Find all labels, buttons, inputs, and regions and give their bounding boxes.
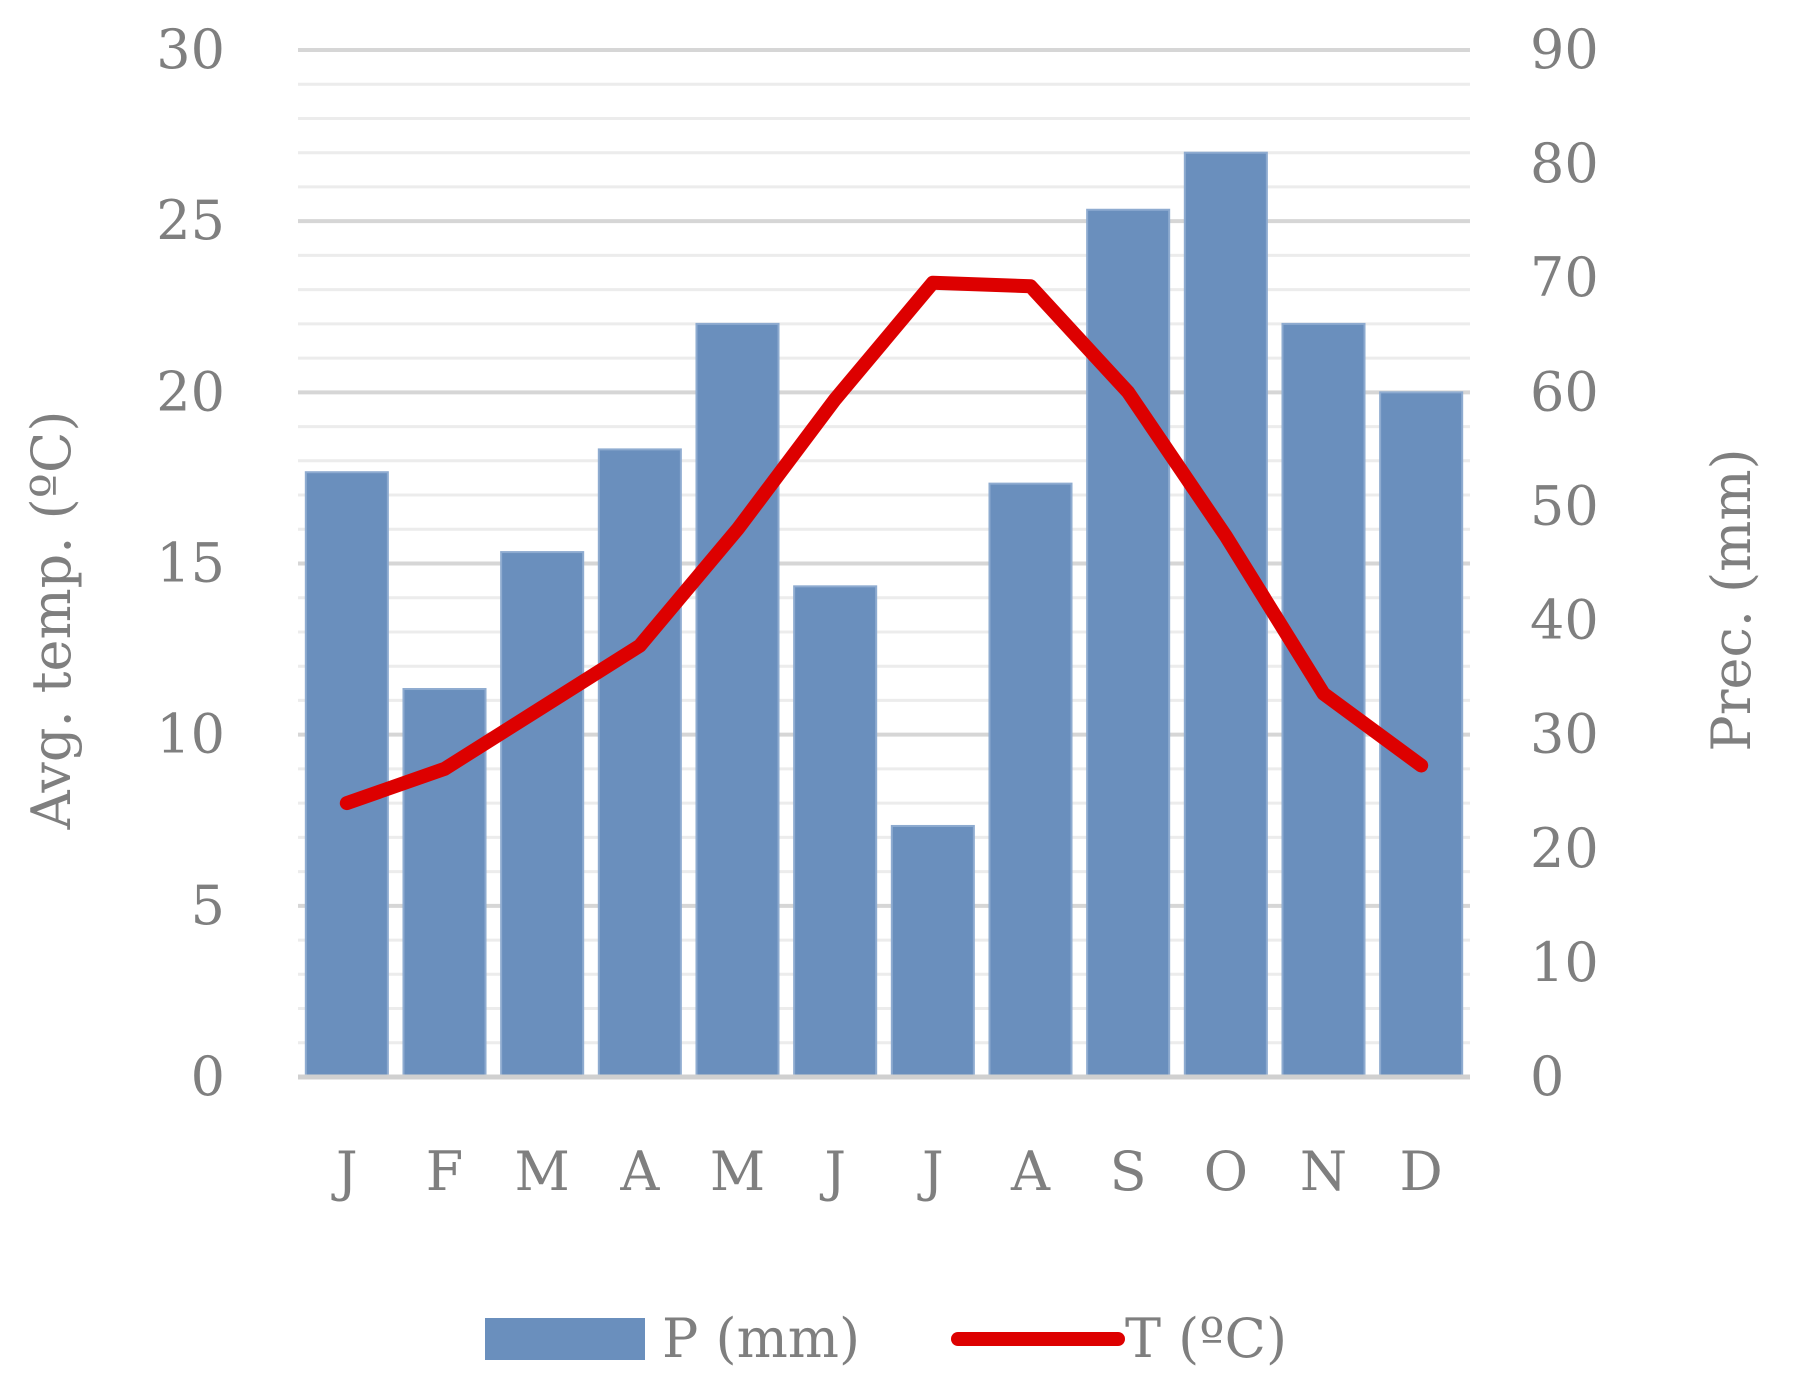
precipitation-bars — [304, 151, 1464, 1079]
x-tick-label: M — [710, 1140, 765, 1203]
legend: P (mm) T (ºC) — [485, 1307, 1287, 1370]
left-axis-title: Avg. temp. (ºC) — [20, 411, 83, 831]
right-tick-label: 70 — [1530, 246, 1599, 309]
precipitation-bar — [1379, 391, 1464, 1079]
x-tick-label: M — [515, 1140, 570, 1203]
right-tick-label: 40 — [1530, 589, 1599, 652]
left-tick-label: 0 — [191, 1045, 225, 1108]
x-tick-label: O — [1204, 1140, 1248, 1203]
precipitation-bar — [597, 448, 682, 1078]
right-tick-label: 60 — [1530, 360, 1599, 423]
precipitation-bar — [988, 482, 1073, 1079]
x-tick-label: D — [1400, 1140, 1443, 1203]
precipitation-bar — [1183, 151, 1268, 1078]
x-tick-label: J — [917, 1140, 944, 1203]
x-tick-label: N — [1300, 1140, 1347, 1203]
precipitation-bar — [304, 471, 389, 1078]
precipitation-bar — [793, 585, 878, 1078]
right-tick-label: 30 — [1530, 703, 1599, 766]
left-tick-label: 25 — [156, 189, 225, 252]
x-tick-label: A — [619, 1140, 660, 1203]
left-tick-label: 15 — [156, 532, 225, 595]
precipitation-bar — [890, 824, 975, 1079]
legend-swatch-precipitation — [485, 1318, 645, 1360]
right-tick-label: 10 — [1530, 931, 1599, 994]
legend-label-precipitation: P (mm) — [662, 1307, 860, 1370]
right-tick-label: 90 — [1530, 18, 1599, 81]
right-tick-label: 80 — [1530, 132, 1599, 195]
gridlines — [298, 48, 1470, 1045]
x-tick-label: F — [426, 1140, 463, 1203]
x-tick-label: J — [331, 1140, 358, 1203]
left-tick-label: 30 — [156, 18, 225, 81]
precipitation-bar — [1086, 208, 1171, 1078]
x-tick-label: J — [819, 1140, 846, 1203]
right-tick-label: 20 — [1530, 817, 1599, 880]
right-tick-label: 50 — [1530, 474, 1599, 537]
right-tick-label: 0 — [1530, 1045, 1564, 1108]
precipitation-bar — [695, 322, 780, 1079]
x-tick-label: S — [1110, 1140, 1147, 1203]
left-tick-label: 10 — [156, 703, 225, 766]
temperature-line — [339, 275, 1429, 811]
temperature-series-line — [339, 275, 1429, 811]
left-tick-label: 20 — [156, 360, 225, 423]
x-tick-label: A — [1010, 1140, 1051, 1203]
right-axis-title: Prec. (mm) — [1700, 448, 1763, 751]
precipitation-bar — [500, 551, 585, 1078]
legend-label-temperature: T (ºC) — [1125, 1307, 1287, 1370]
left-tick-label: 5 — [191, 874, 225, 937]
